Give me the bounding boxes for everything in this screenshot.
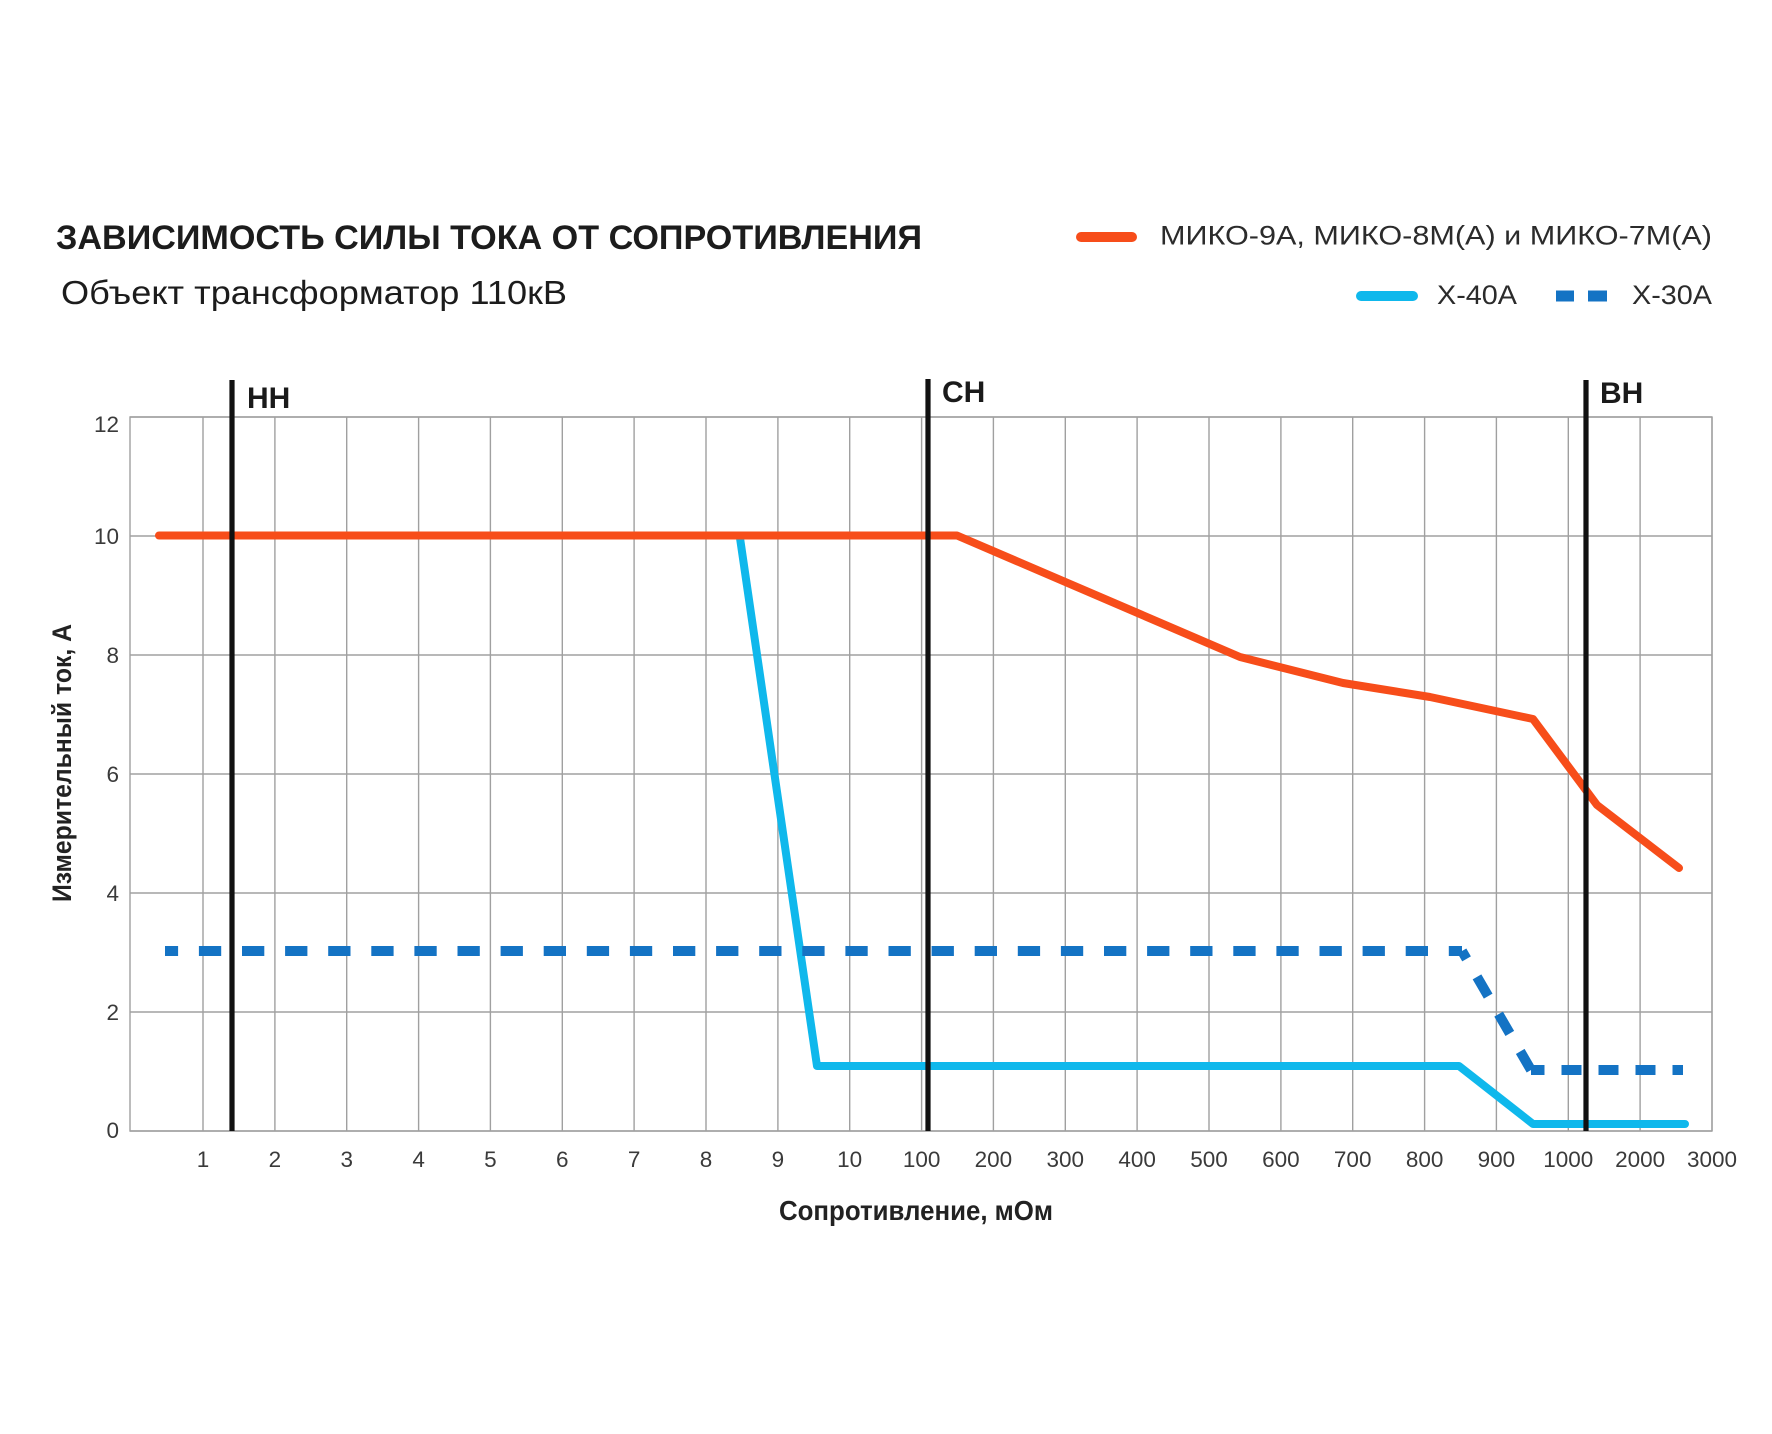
svg-text:8: 8 [700,1147,713,1172]
svg-text:400: 400 [1118,1147,1156,1172]
svg-text:ВН: ВН [1600,377,1643,410]
svg-text:6: 6 [556,1147,569,1172]
svg-text:800: 800 [1406,1147,1444,1172]
svg-text:9: 9 [772,1147,785,1172]
svg-text:1000: 1000 [1543,1147,1593,1172]
svg-text:Измерительный ток, А: Измерительный ток, А [47,624,77,902]
svg-text:10: 10 [94,524,119,549]
svg-text:4: 4 [106,881,119,906]
svg-text:300: 300 [1047,1147,1085,1172]
svg-text:Сопротивление, мОм: Сопротивление, мОм [779,1195,1053,1226]
svg-text:100: 100 [903,1147,941,1172]
svg-text:500: 500 [1190,1147,1228,1172]
svg-text:10: 10 [837,1147,862,1172]
svg-text:700: 700 [1334,1147,1372,1172]
svg-text:200: 200 [975,1147,1013,1172]
svg-text:8: 8 [106,643,119,668]
svg-text:6: 6 [106,762,119,787]
svg-text:2: 2 [269,1147,282,1172]
svg-text:ЗАВИСИМОСТЬ СИЛЫ ТОКА ОТ СОПРО: ЗАВИСИМОСТЬ СИЛЫ ТОКА ОТ СОПРОТИВЛЕНИЯ [56,219,922,257]
svg-text:СН: СН [942,376,985,409]
svg-text:3000: 3000 [1687,1147,1737,1172]
svg-text:Х-30А: Х-30А [1632,280,1712,310]
svg-text:Объект трансформатор 110кВ: Объект трансформатор 110кВ [61,274,567,311]
svg-text:600: 600 [1262,1147,1300,1172]
svg-text:3: 3 [340,1147,353,1172]
svg-text:900: 900 [1478,1147,1516,1172]
svg-text:5: 5 [484,1147,497,1172]
svg-text:2000: 2000 [1615,1147,1665,1172]
svg-text:0: 0 [106,1118,119,1143]
svg-text:2: 2 [106,1000,119,1025]
svg-text:1: 1 [197,1147,210,1172]
svg-text:НН: НН [247,382,290,415]
svg-text:12: 12 [94,412,119,437]
svg-text:МИКО-9А, МИКО-8М(А) и МИКО-7М(: МИКО-9А, МИКО-8М(А) и МИКО-7М(А) [1160,221,1712,251]
svg-text:7: 7 [628,1147,641,1172]
svg-text:4: 4 [412,1147,425,1172]
svg-text:Х-40А: Х-40А [1437,280,1517,310]
